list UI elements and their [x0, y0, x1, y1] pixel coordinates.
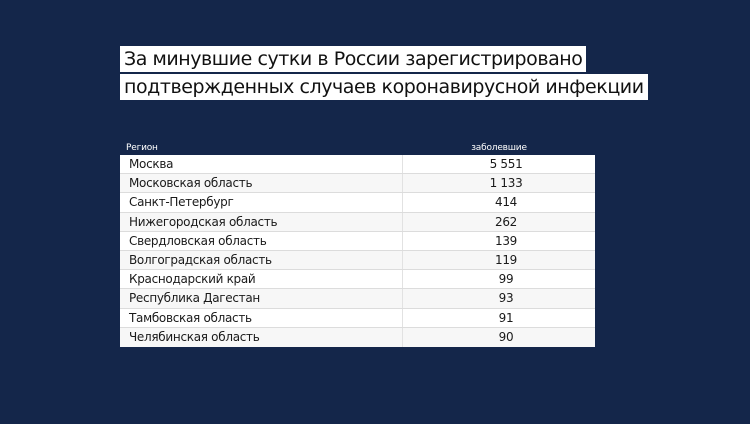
cases-cell: 5 551 — [489, 157, 523, 171]
region-cell: Челябинская область — [120, 327, 403, 347]
region-cell: Волгоградская область — [120, 250, 403, 270]
table-body: Москва 5 551 Московская область 1 133 Са… — [120, 155, 595, 347]
region-cell: Московская область — [120, 174, 403, 193]
headline-line-1: За минувшие сутки в России зарегистриров… — [120, 46, 587, 72]
table-row: Челябинская область 90 — [120, 327, 595, 347]
table-row: Республика Дагестан 93 — [120, 289, 595, 309]
region-cell: Свердловская область — [120, 231, 403, 250]
region-cell: Тамбовская область — [120, 308, 403, 327]
region-cell: Республика Дагестан — [120, 289, 403, 308]
cases-cell: 119 — [494, 252, 517, 267]
header-region: Регион — [126, 143, 158, 153]
cases-cell: 99 — [498, 272, 514, 287]
table-row: Нижегородская область 262 — [120, 212, 595, 232]
table-row: Краснодарский край 99 — [120, 270, 595, 290]
cases-cell: 93 — [498, 291, 514, 306]
cases-cell: 1 133 — [489, 176, 523, 191]
header-cases: заболевшие — [471, 143, 527, 153]
table-row: Московская область 1 133 — [120, 174, 595, 194]
headline: За минувшие сутки в России зарегистриров… — [120, 46, 648, 102]
table-header: Регион заболевшие — [120, 142, 595, 155]
cases-cell: 139 — [494, 233, 517, 248]
region-cell: Краснодарский край — [120, 270, 403, 289]
table-row: Санкт-Петербург 414 — [120, 193, 595, 213]
table-row: Свердловская область 139 — [120, 231, 595, 251]
table-row: Волгоградская область 119 — [120, 250, 595, 271]
cases-cell: 90 — [498, 329, 514, 344]
table-row: Тамбовская область 91 — [120, 308, 595, 328]
cases-cell: 262 — [494, 214, 517, 229]
region-cell: Санкт-Петербург — [120, 193, 403, 212]
cases-cell: 414 — [494, 195, 517, 210]
headline-line-2: подтвержденных случаев коронавирусной ин… — [120, 74, 648, 100]
region-cell: Москва — [120, 155, 403, 174]
cases-table: Регион заболевшие Москва 5 551 Московска… — [120, 142, 595, 347]
cases-cell: 91 — [498, 310, 514, 325]
table-row: Москва 5 551 — [120, 155, 595, 175]
region-cell: Нижегородская область — [120, 212, 403, 231]
